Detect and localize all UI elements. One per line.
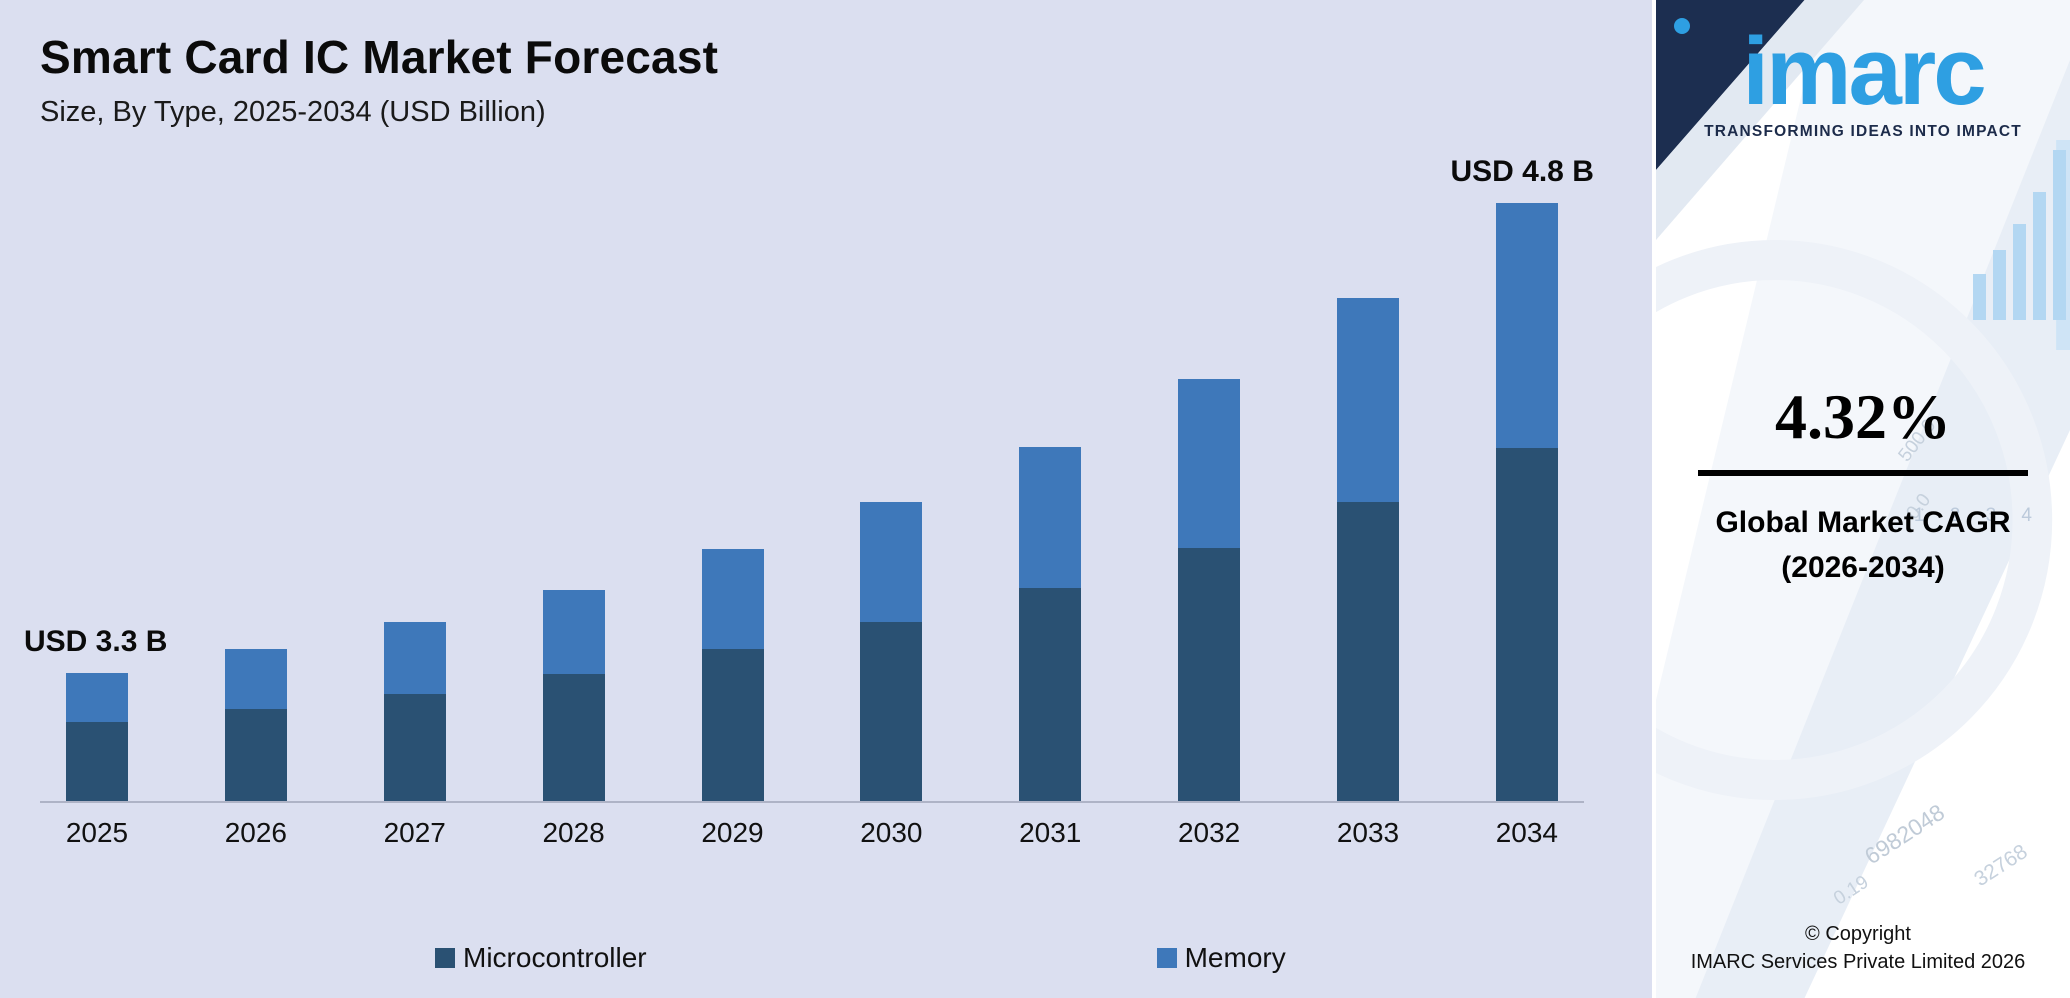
bar-annotation-2025: USD 3.3 B	[24, 625, 168, 658]
bar-segment-memory-2034	[1495, 203, 1558, 448]
logo-tagline: TRANSFORMING IDEAS INTO IMPACT	[1704, 123, 2022, 141]
bar-segment-memory-2031	[1019, 447, 1082, 588]
bar-segment-microcontroller-2025	[66, 722, 128, 801]
bar-column-2032: 2032	[1178, 379, 1241, 848]
bar-column-2025: 2025 USD 3.3 B	[24, 625, 167, 848]
legend-item-memory: Memory	[1156, 942, 1286, 974]
bar-segment-memory-2028	[542, 590, 605, 674]
legend: Microcontroller Memory	[40, 942, 1612, 974]
bar-segment-microcontroller-2028	[542, 674, 605, 801]
copyright-line1: © Copyright	[1805, 923, 1911, 945]
legend-swatch-microcontroller	[435, 948, 455, 968]
bar-segment-memory-2027	[383, 622, 446, 694]
imarc-logo: imarc TRANSFORMING IDEAS INTO IMPACT	[1656, 0, 2070, 141]
bar-segment-microcontroller-2029	[701, 649, 764, 801]
x-axis-label-2029: 2029	[701, 817, 764, 848]
x-axis-label-2026: 2026	[224, 817, 288, 848]
legend-item-microcontroller: Microcontroller	[435, 942, 647, 974]
bar-segment-microcontroller-2032	[1178, 548, 1241, 801]
cagr-divider	[1698, 470, 2028, 476]
bars: 2025 USD 3.3 B 2026 2027 2028 2029 2030 2031 203…	[24, 143, 1594, 848]
mini-bar	[2033, 192, 2046, 320]
x-axis-label-2031: 2031	[1019, 817, 1082, 848]
bar-column-2033: 2033	[1337, 298, 1399, 848]
copyright-line2: IMARC Services Private Limited 2026	[1690, 951, 2026, 973]
bar-segment-microcontroller-2027	[383, 694, 446, 801]
logo-text: imarc	[1742, 18, 1986, 125]
bar-segment-memory-2030	[860, 502, 923, 622]
cagr-value: 4.32%	[1775, 381, 1951, 452]
chart-title: Smart Card IC Market Forecast	[40, 31, 719, 83]
plot-area: 2025 USD 3.3 B 2026 2027 2028 2029 2030 2031 203…	[24, 143, 1612, 848]
bar-segment-memory-2032	[1178, 379, 1241, 548]
x-axis-label-2028: 2028	[542, 817, 605, 848]
mini-bar	[2013, 224, 2026, 320]
mini-bar-chart-decoration	[1973, 150, 2066, 320]
x-axis-label-2025: 2025	[65, 817, 129, 848]
legend-swatch-memory	[1156, 948, 1177, 968]
x-axis-label-2030: 2030	[860, 817, 923, 848]
x-axis-label-2034: 2034	[1495, 817, 1559, 848]
bar-segment-memory-2026	[224, 649, 287, 709]
bar-segment-microcontroller-2026	[224, 709, 287, 801]
cagr-label-line2: (2026-2034)	[1781, 551, 1945, 584]
bar-column-2034: 2034 USD 4.8 B	[1450, 155, 1593, 848]
bar-segment-microcontroller-2034	[1495, 448, 1558, 801]
bar-column-2030: 2030	[860, 502, 923, 848]
bar-column-2029: 2029	[701, 549, 764, 848]
logo-dot-icon	[1674, 18, 1690, 34]
mini-bar	[1973, 274, 1986, 320]
bar-segment-memory-2025	[66, 673, 128, 722]
x-axis-label-2032: 2032	[1177, 817, 1241, 848]
bar-annotation-2034: USD 4.8 B	[1450, 155, 1594, 188]
bar-segment-memory-2033	[1337, 298, 1399, 502]
bar-segment-microcontroller-2031	[1019, 588, 1082, 801]
bar-column-2028: 2028	[542, 590, 605, 848]
bar-column-2027: 2027	[383, 622, 446, 848]
bar-column-2026: 2026	[224, 649, 287, 848]
legend-label-memory: Memory	[1184, 942, 1286, 973]
chart-panel: Smart Card IC Market Forecast Size, By T…	[0, 0, 1652, 998]
x-axis-label-2033: 2033	[1336, 817, 1400, 848]
cagr-label-line1: Global Market CAGR	[1715, 506, 2011, 539]
mini-bar	[2053, 150, 2066, 320]
bar-segment-memory-2029	[701, 549, 764, 649]
decor-axis-number: 1 2 3 4	[1913, 505, 2042, 526]
bar-segment-microcontroller-2030	[860, 622, 923, 801]
x-axis-label-2027: 2027	[383, 817, 446, 848]
cagr-block: 4.32% Global Market CAGR (2026-2034)	[1656, 380, 2070, 590]
brand-panel: 500.0 0.0 1 2 3 4 6982048 32768 0.19 ima…	[1652, 0, 2070, 998]
copyright: © Copyright IMARC Services Private Limit…	[1656, 920, 2060, 976]
bar-column-2031: 2031	[1019, 447, 1082, 848]
bar-segment-microcontroller-2033	[1337, 502, 1399, 801]
chart-subtitle: Size, By Type, 2025-2034 (USD Billion)	[40, 96, 546, 128]
legend-label-microcontroller: Microcontroller	[463, 942, 647, 973]
mini-bar	[1993, 250, 2006, 320]
